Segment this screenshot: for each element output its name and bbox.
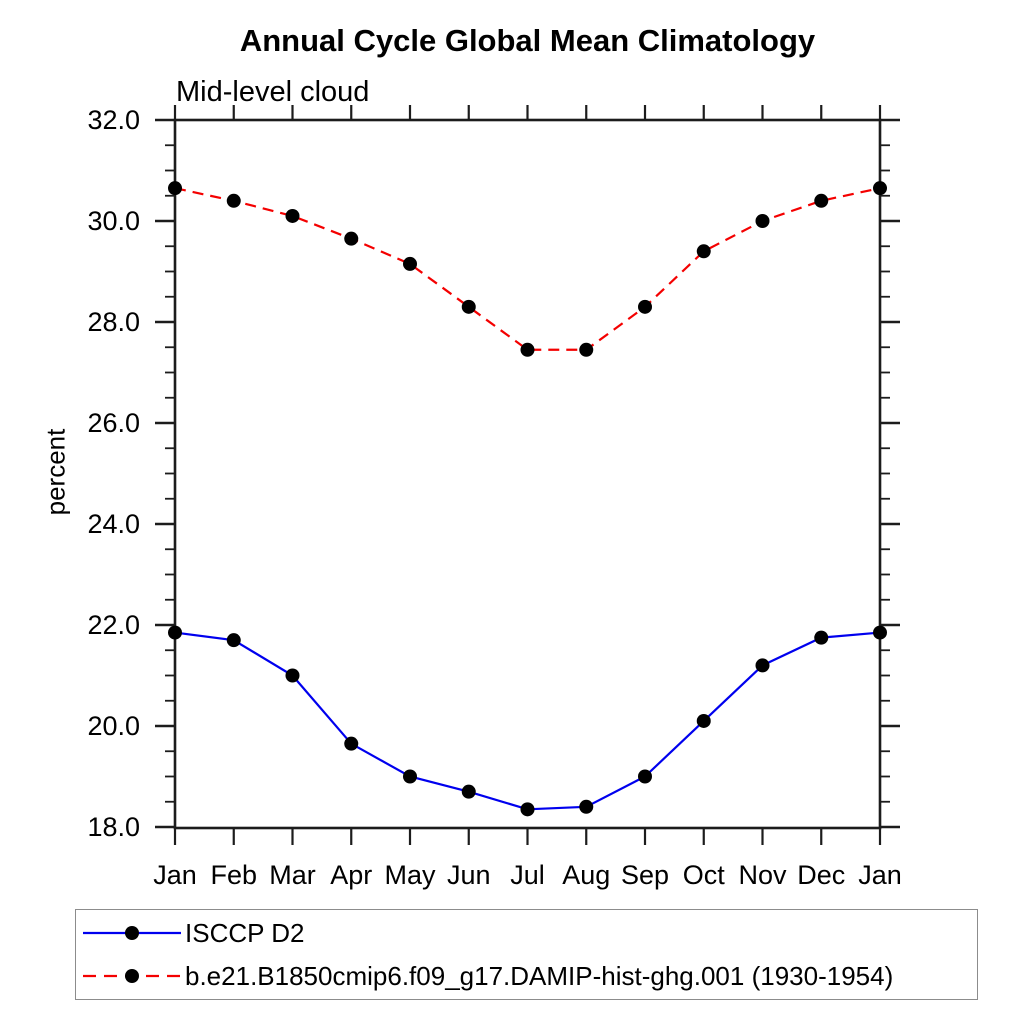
data-point-marker <box>285 208 300 223</box>
legend: ISCCP D2 b.e21.B1850cmip6.f09_g17.DAMIP-… <box>75 909 978 1000</box>
x-tick-label: Aug <box>562 860 610 890</box>
y-tick-label: 18.0 <box>87 812 140 842</box>
y-tick-label: 32.0 <box>87 105 140 135</box>
x-tick-label: Jun <box>447 860 491 890</box>
series-line-0 <box>174 631 881 811</box>
legend-marker-dot <box>125 969 139 983</box>
data-point-marker <box>873 625 887 640</box>
x-tick-label: Jul <box>510 860 545 890</box>
data-point-marker <box>344 736 359 751</box>
legend-sample-dashed-line <box>83 969 181 983</box>
data-point-marker <box>873 181 887 196</box>
data-point-marker <box>403 769 417 784</box>
data-point-marker <box>814 193 829 208</box>
data-point-marker <box>638 769 652 784</box>
x-ticks-top <box>173 105 882 120</box>
data-point-marker <box>168 181 182 196</box>
data-point-marker <box>226 633 241 648</box>
data-point-marker <box>814 630 829 645</box>
x-tick-label: Mar <box>269 860 316 890</box>
legend-label-isccp: ISCCP D2 <box>185 917 305 948</box>
x-tick-label: Jan <box>153 860 197 890</box>
series-markers-0 <box>168 625 887 817</box>
data-point-marker <box>461 299 476 314</box>
y-ticks-left <box>155 118 175 829</box>
legend-item-isccp: ISCCP D2 <box>76 913 977 953</box>
data-point-marker <box>696 713 711 728</box>
legend-marker-dot <box>125 926 139 940</box>
x-tick-label: Feb <box>210 860 257 890</box>
data-point-marker <box>344 231 359 246</box>
y-tick-label: 28.0 <box>87 307 140 337</box>
x-tick-label: Dec <box>797 860 845 890</box>
y-tick-label: 20.0 <box>87 711 140 741</box>
x-tick-label: Nov <box>738 860 787 890</box>
data-point-marker <box>520 802 535 817</box>
x-tick-label: May <box>384 860 436 890</box>
y-tick-label: 22.0 <box>87 610 140 640</box>
data-point-marker <box>226 193 241 208</box>
chart-subtitle: Mid-level cloud <box>176 76 370 108</box>
x-tick-label: Jan <box>858 860 902 890</box>
data-point-marker <box>696 244 711 259</box>
x-tick-label: Apr <box>330 860 372 890</box>
x-tick-labels: Jan Feb Mar Apr May Jun Jul Aug Sep Oct Nov Dec Jan <box>153 860 902 890</box>
data-point-marker <box>755 658 770 673</box>
legend-sample-solid-line <box>83 926 181 940</box>
data-point-marker <box>579 799 594 814</box>
x-tick-label: Sep <box>621 860 669 890</box>
y-tick-label: 24.0 <box>87 509 140 539</box>
data-point-marker <box>285 668 300 683</box>
data-point-marker <box>755 214 770 228</box>
x-ticks-bottom <box>173 828 882 845</box>
data-point-marker <box>638 299 652 314</box>
legend-item-model: b.e21.B1850cmip6.f09_g17.DAMIP-hist-ghg.… <box>76 956 977 996</box>
data-point-marker <box>520 342 535 357</box>
x-tick-label: Oct <box>683 860 726 890</box>
plot-frame <box>173 118 882 830</box>
chart-title: Annual Cycle Global Mean Climatology <box>239 23 816 58</box>
series-markers-1 <box>168 181 887 357</box>
y-tick-label: 26.0 <box>87 408 140 438</box>
data-point-marker <box>579 342 594 357</box>
data-point-marker <box>403 256 417 271</box>
series-line-1 <box>174 187 881 351</box>
data-point-marker <box>168 625 182 640</box>
y-tick-label: 30.0 <box>87 206 140 236</box>
y-tick-labels: 18.0 20.0 22.0 24.0 26.0 28.0 30.0 32.0 <box>87 105 140 842</box>
legend-label-model: b.e21.B1850cmip6.f09_g17.DAMIP-hist-ghg.… <box>185 960 894 991</box>
data-point-marker <box>461 784 476 799</box>
y-ticks-right <box>880 118 900 829</box>
